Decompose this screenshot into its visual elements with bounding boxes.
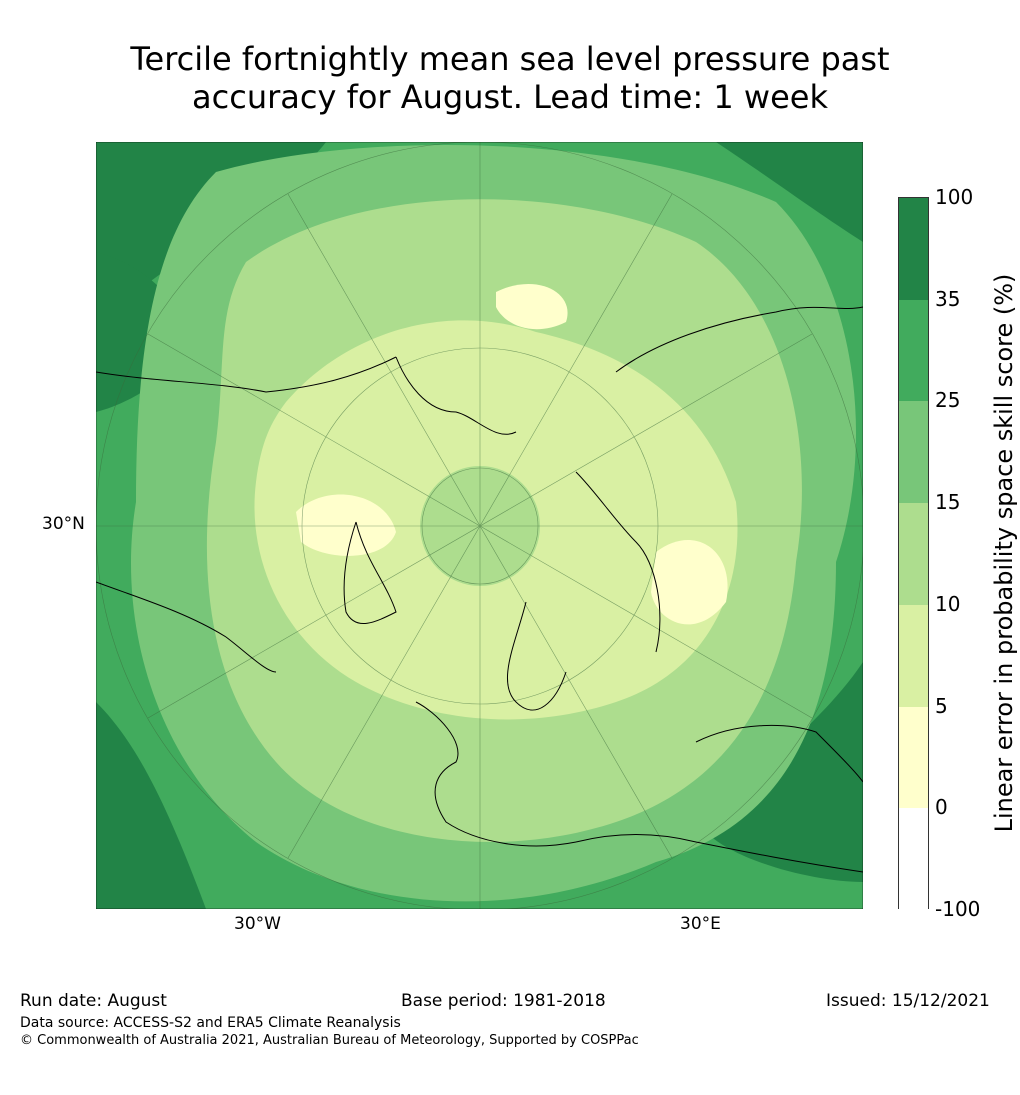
colorbar-segment bbox=[899, 706, 928, 809]
map-region-100-sw bbox=[96, 702, 206, 909]
colorbar-tick-label: -100 bbox=[935, 897, 981, 921]
colorbar-segment bbox=[899, 198, 928, 300]
colorbar-tick-label: 25 bbox=[935, 388, 961, 413]
colorbar-tick-label: 15 bbox=[935, 490, 961, 515]
title-line-1: Tercile fortnightly mean sea level press… bbox=[130, 40, 890, 78]
chart-title: Tercile fortnightly mean sea level press… bbox=[0, 40, 1020, 116]
colorbar-tick-label: 0 bbox=[935, 795, 948, 820]
issued-date: Issued: 15/12/2021 bbox=[826, 991, 990, 1011]
colorbar-tick-label: 10 bbox=[935, 591, 961, 616]
map-region-5-a bbox=[296, 494, 396, 556]
map-region-100-ne bbox=[716, 142, 863, 242]
colorbar-tick-label: 100 bbox=[935, 185, 974, 209]
title-line-2: accuracy for August. Lead time: 1 week bbox=[192, 78, 828, 116]
data-source: Data source: ACCESS-S2 and ERA5 Climate … bbox=[20, 1015, 401, 1031]
copyright: © Commonwealth of Australia 2021, Austra… bbox=[20, 1033, 639, 1048]
colorbar-segment bbox=[899, 604, 928, 707]
colorbar-tick-label: 5 bbox=[935, 693, 948, 718]
base-period: Base period: 1981-2018 bbox=[401, 991, 606, 1011]
colorbar-label: Linear error in probability space skill … bbox=[990, 273, 1018, 833]
lon-label-30e: 30°E bbox=[680, 914, 721, 934]
colorbar-segment bbox=[899, 503, 928, 605]
map-region-5-c bbox=[496, 283, 568, 330]
colorbar-segment bbox=[899, 401, 928, 504]
colorbar-segment bbox=[899, 808, 928, 910]
skill-score-map bbox=[96, 142, 863, 909]
lon-label-30w: 30°W bbox=[234, 914, 281, 934]
run-date: Run date: August bbox=[20, 991, 167, 1011]
colorbar bbox=[898, 197, 929, 910]
colorbar-tick-label: 35 bbox=[935, 286, 961, 311]
map-region-100-w bbox=[96, 252, 196, 412]
lat-label-30n: 30°N bbox=[42, 514, 85, 534]
colorbar-segment bbox=[899, 299, 928, 402]
coastlines bbox=[96, 306, 863, 873]
map-region-5-b bbox=[651, 540, 728, 625]
graticule bbox=[96, 142, 863, 909]
